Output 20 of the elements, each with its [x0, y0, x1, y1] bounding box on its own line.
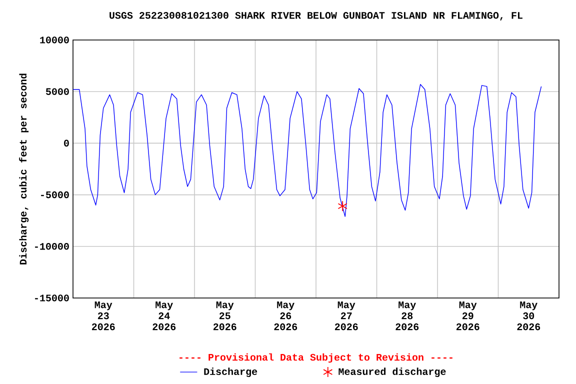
y-tick-label: -5000: [41, 191, 69, 198]
y-tick-label: 0: [64, 140, 69, 147]
y-tick-label: 5000: [46, 88, 69, 95]
x-tick-label: May 26 2026: [274, 302, 298, 330]
line-series: [73, 84, 542, 217]
text: ---- Provisional Data Subject to Revision ----: [180, 353, 452, 363]
x-tick-label: May 29 2026: [456, 302, 480, 330]
y-axis-title: Discharge, cubic feet per second: [19, 74, 29, 264]
y-tick-label: -10000: [35, 243, 69, 250]
chart-title: USGS 252230081021300 SHARK RIVER BELOW GUNBOAT ISLAND NR FLAMINGO, FL: [110, 12, 522, 20]
x-tick-label: May 23 2026: [92, 302, 115, 330]
x-tick-label: May 28 2026: [396, 302, 419, 330]
x-tick-label: May 27 2026: [334, 302, 358, 330]
y-tick-label: 10000: [40, 36, 69, 44]
x-tick-label: May 25 2026: [213, 302, 236, 330]
y-tick-label: -15000: [35, 294, 69, 302]
legend-label: Discharge: [204, 368, 258, 378]
x-tick-label: May 30 2026: [517, 302, 540, 330]
legend-label: Measured discharge: [338, 368, 446, 378]
x-tick-label: May 24 2026: [152, 302, 176, 330]
